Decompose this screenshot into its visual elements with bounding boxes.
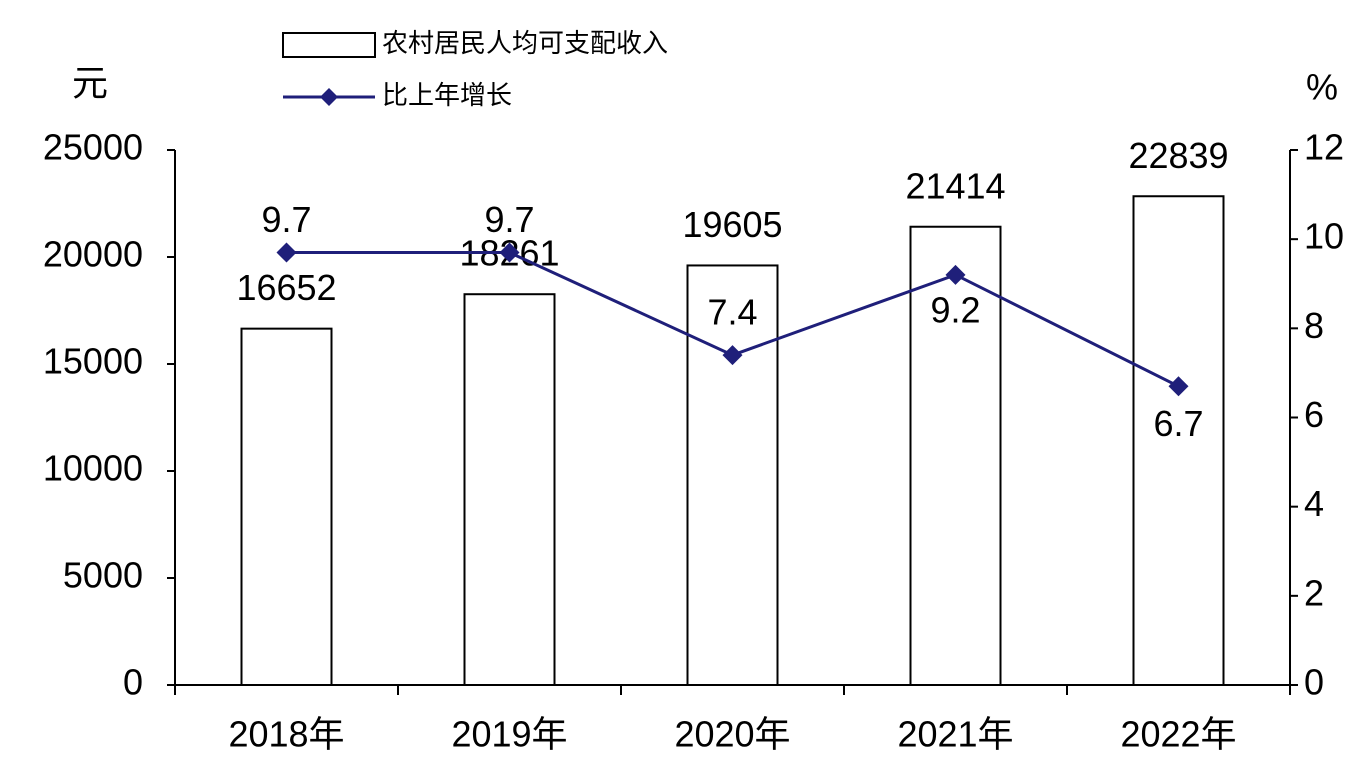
line-marker: [945, 264, 966, 285]
bar: [463, 293, 556, 686]
line-value-label: 6.7: [1153, 403, 1203, 444]
y2-tick-label: 0: [1304, 662, 1324, 703]
bar: [686, 264, 779, 686]
bar-value-label: 16652: [236, 267, 336, 308]
line-marker: [276, 242, 297, 263]
line-value-label: 9.7: [484, 199, 534, 240]
line-value-label: 7.4: [707, 292, 757, 333]
y2-tick-label: 10: [1304, 216, 1344, 257]
bar-value-label: 19605: [682, 204, 782, 245]
y2-tick-label: 4: [1304, 483, 1324, 524]
line-value-label: 9.7: [261, 199, 311, 240]
bar: [909, 225, 1002, 687]
y-tick-label: 20000: [43, 234, 143, 275]
y2-tick-label: 2: [1304, 572, 1324, 613]
y-axis-label: 元: [72, 63, 108, 104]
line-marker: [722, 345, 743, 366]
line-marker: [1168, 376, 1189, 397]
bar: [1132, 195, 1225, 687]
x-tick-label: 2018年: [228, 714, 344, 755]
legend: 农村居民人均可支配收入 比上年增长: [282, 28, 668, 110]
y-tick-label: 25000: [43, 127, 143, 168]
x-tick-label: 2019年: [451, 714, 567, 755]
bar: [240, 327, 333, 686]
x-tick-label: 2021年: [897, 714, 1013, 755]
x-tick-label: 2022年: [1120, 714, 1236, 755]
y2-tick-label: 8: [1304, 305, 1324, 346]
line-marker: [499, 242, 520, 263]
y-tick-label: 0: [123, 662, 143, 703]
bar-value-label: 22839: [1128, 135, 1228, 176]
y-tick-label: 15000: [43, 341, 143, 382]
line-value-label: 9.2: [930, 289, 980, 330]
legend-label: 比上年增长: [382, 80, 512, 110]
x-tick-label: 2020年: [674, 714, 790, 755]
y2-tick-label: 6: [1304, 394, 1324, 435]
y2-tick-label: 12: [1304, 127, 1344, 168]
y-tick-label: 5000: [63, 555, 143, 596]
y-tick-label: 10000: [43, 448, 143, 489]
legend-label: 农村居民人均可支配收入: [382, 28, 668, 58]
legend-marker: [320, 88, 338, 106]
legend-bar-swatch: [282, 32, 376, 58]
y2-axis-label: %: [1306, 67, 1338, 108]
bar-value-label: 21414: [905, 165, 1005, 206]
